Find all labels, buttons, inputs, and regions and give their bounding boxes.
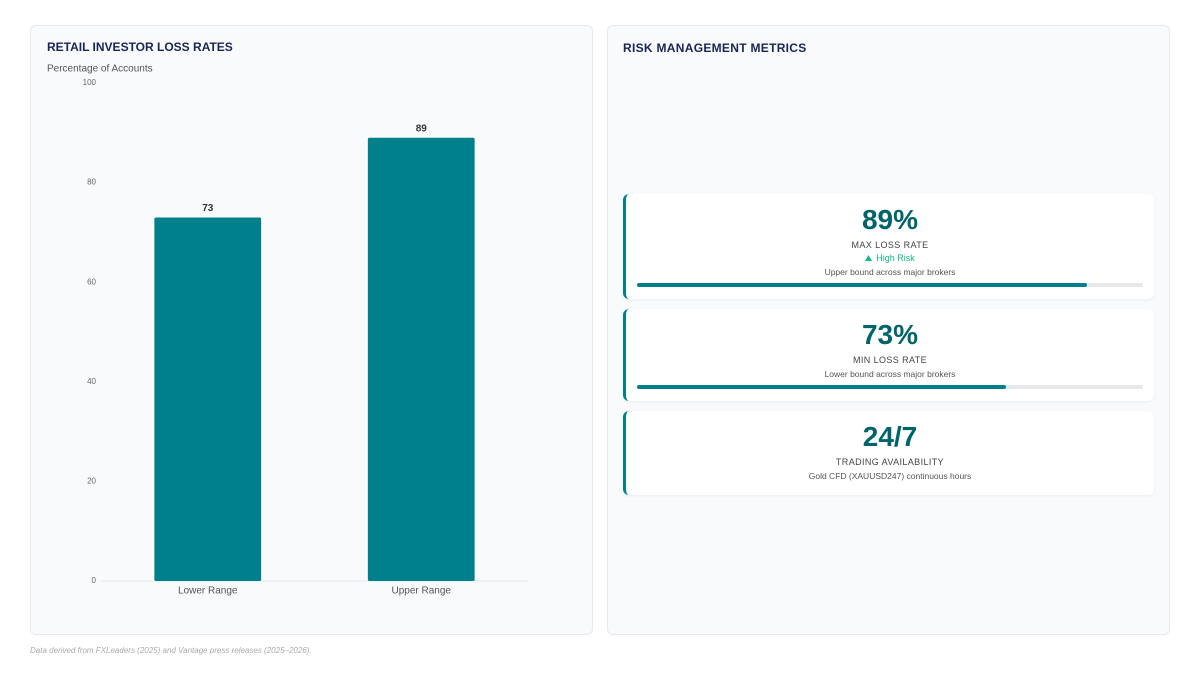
chart-panel: RETAIL INVESTOR LOSS RATES Percentage of… bbox=[30, 25, 593, 635]
metric-label: MIN LOSS RATE bbox=[852, 355, 928, 365]
x-tick-label: Lower Range bbox=[178, 586, 238, 597]
cards: 89% MAX LOSS RATE High Risk Upper bound acr… bbox=[623, 194, 1154, 495]
metric-label: MAX LOSS RATE bbox=[851, 240, 929, 250]
metric-note: Upper bound across major brokers bbox=[824, 267, 956, 277]
metric-card: 73% MIN LOSS RATE Lower bound across major… bbox=[623, 309, 1154, 401]
metric-card: 89% MAX LOSS RATE High Risk Upper bound acr… bbox=[623, 194, 1154, 299]
footer: Data derived from FXLeaders (2025) and V… bbox=[30, 646, 312, 655]
progress-bar bbox=[637, 385, 1007, 389]
bar bbox=[367, 137, 475, 581]
metric-note: Gold CFD (XAUUSD247) continuous hours bbox=[808, 471, 972, 481]
up-icon bbox=[865, 255, 873, 261]
metric-note: Lower bound across major brokers bbox=[824, 369, 956, 379]
metric-label: TRADING AVAILABILITY bbox=[835, 457, 945, 467]
badge-text: High Risk bbox=[876, 253, 915, 263]
y-tick-label: 100 bbox=[83, 78, 97, 87]
metric-badge: High Risk bbox=[637, 252, 1143, 265]
y-tick-label: 20 bbox=[87, 477, 96, 486]
progress-track bbox=[637, 283, 1143, 287]
y-axis-label: Percentage of Accounts bbox=[47, 64, 153, 75]
y-tick-label: 80 bbox=[87, 178, 96, 187]
metric-card: 24/7 TRADING AVAILABILITY Gold CFD (XAUUSD… bbox=[623, 411, 1154, 495]
chart: RETAIL INVESTOR LOSS RATES Percentage of… bbox=[47, 40, 528, 597]
data-label: 89 bbox=[416, 123, 428, 134]
progress-track bbox=[637, 385, 1143, 389]
chart-title: RETAIL INVESTOR LOSS RATES bbox=[47, 40, 233, 54]
panel-title: RISK MANAGEMENT METRICS bbox=[623, 41, 807, 55]
y-tick-label: 0 bbox=[92, 576, 97, 585]
x-tick-label: Upper Range bbox=[392, 586, 452, 597]
metric-value: 73% bbox=[861, 319, 919, 350]
bar bbox=[154, 217, 262, 581]
progress-bar bbox=[637, 283, 1088, 287]
metrics-panel: RISK MANAGEMENT METRICS 89% MAX LOSS RATE… bbox=[607, 25, 1170, 635]
y-tick-label: 40 bbox=[87, 377, 96, 386]
metric-value: 24/7 bbox=[862, 421, 918, 452]
metric-value: 89% bbox=[861, 204, 919, 235]
data-label: 73 bbox=[202, 203, 214, 214]
y-tick-label: 60 bbox=[87, 277, 96, 286]
